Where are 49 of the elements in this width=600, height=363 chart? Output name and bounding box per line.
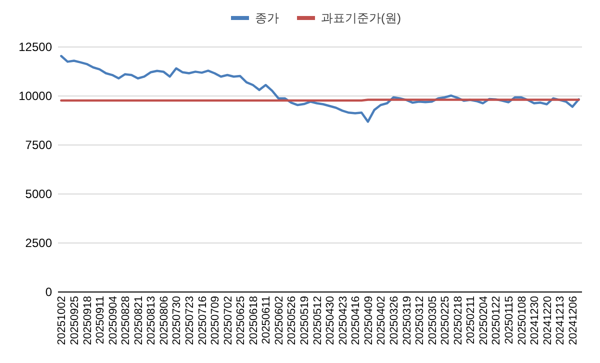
x-tick-label: 20250319 (401, 296, 414, 345)
x-tick-label: 20241230 (529, 296, 542, 345)
x-tick-label: 20250416 (350, 296, 362, 345)
x-tick-label: 20250326 (388, 296, 400, 345)
x-tick-label: 20250813 (146, 296, 158, 345)
x-tick-label: 20250625 (235, 296, 248, 345)
x-tick-label: 20250918 (82, 296, 94, 345)
x-tick-label: 20250709 (210, 296, 222, 345)
x-tick-label: 20250602 (273, 296, 286, 345)
legend-label: 과표기준가(원) (321, 11, 401, 25)
x-tick-label: 20250312 (414, 296, 426, 345)
x-tick-label: 20250115 (504, 296, 516, 344)
x-tick-label: 20250925 (68, 296, 81, 345)
x-tick-label: 20250218 (452, 296, 464, 345)
x-tick-label: 20250730 (171, 296, 184, 345)
x-tick-label: 20250618 (248, 296, 260, 345)
x-tick-label: 20250526 (286, 296, 298, 345)
legend-label: 종가 (255, 11, 279, 25)
x-tick-label: 20241213 (554, 296, 567, 345)
x-tick-label: 20250423 (337, 296, 350, 345)
x-tick-label: 20241206 (567, 296, 580, 345)
y-tick-label: 12500 (18, 40, 52, 54)
y-tick-label: 7500 (25, 138, 52, 152)
x-tick-label: 20241220 (542, 296, 554, 345)
x-tick-label: 20251002 (56, 296, 68, 345)
x-tick-label: 20250821 (132, 296, 145, 345)
x-tick-label: 20250611 (260, 296, 273, 344)
y-tick-label: 0 (45, 285, 52, 299)
x-tick-label: 20250512 (312, 296, 324, 345)
x-tick-label: 20250519 (299, 296, 312, 345)
x-tick-label: 20250716 (196, 296, 209, 345)
x-tick-label: 20250225 (440, 296, 452, 345)
x-tick-label: 20250806 (158, 296, 170, 345)
x-tick-label: 20250723 (184, 296, 196, 345)
x-tick-label: 20250108 (516, 296, 528, 345)
y-tick-label: 10000 (18, 89, 52, 103)
x-tick-label: 20250904 (107, 296, 120, 345)
x-tick-label: 20250828 (120, 296, 132, 345)
x-tick-label: 20250409 (362, 296, 375, 345)
x-tick-label: 20250402 (376, 296, 388, 345)
x-tick-label: 20250911 (94, 296, 107, 344)
x-tick-label: 20250430 (324, 296, 337, 345)
x-tick-label: 20250211 (465, 296, 478, 344)
x-tick-label: 20250702 (222, 296, 234, 345)
x-tick-label: 20250204 (478, 296, 490, 345)
x-tick-label: 20250122 (490, 296, 503, 345)
y-tick-label: 2500 (25, 236, 52, 250)
x-tick-label: 20250305 (426, 296, 439, 345)
y-tick-label: 5000 (25, 187, 52, 201)
